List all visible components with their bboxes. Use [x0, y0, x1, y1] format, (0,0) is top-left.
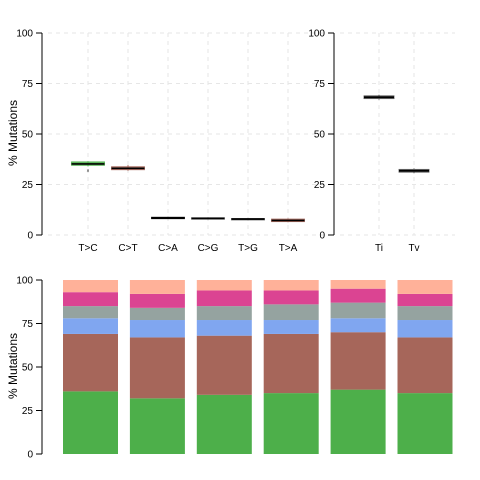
panel-ti-tv: 0 25 50 75 100 Ti Tv — [308, 29, 455, 254]
panel-substitution-classes: 0 25 50 75 100 × T>C C>T C>A C>G T>G T>A % Mutati… — [6, 29, 325, 254]
grid-lines — [340, 32, 455, 236]
stacked-bar-segment — [129, 280, 185, 294]
y-tick-label: 100 — [16, 29, 33, 40]
x-tick-label: C>G — [198, 243, 219, 254]
box-outlier: × — [87, 168, 90, 174]
stacked-bar-segment — [330, 288, 386, 303]
y-axis: 0 25 50 75 100 — [16, 276, 43, 461]
stacked-bar-segment — [63, 306, 118, 319]
stacked-bar-segment — [263, 304, 319, 321]
panel-stacked-bars: 0 25 50 75 100 % Mutations — [6, 276, 453, 461]
x-tick-label: C>T — [118, 243, 137, 254]
stacked-bar-segment — [196, 290, 252, 307]
x-tick-label: T>A — [279, 243, 298, 254]
y-axis: 0 25 50 75 100 — [16, 29, 43, 242]
stacked-bar-segment — [63, 280, 118, 293]
stacked-bar-segment — [263, 320, 319, 334]
y-axis-title: % Mutations — [6, 333, 20, 399]
stacked-bar-segment — [63, 292, 118, 307]
stacked-bar-segment — [63, 318, 118, 334]
boxplots — [363, 94, 430, 174]
stacked-bar-segment — [330, 332, 386, 390]
x-tick-label: T>G — [238, 243, 258, 254]
y-tick-label: 0 — [27, 231, 33, 242]
y-tick-label: 75 — [22, 319, 34, 330]
x-tick-label: Tv — [408, 243, 419, 254]
x-tick-label: Ti — [375, 243, 383, 254]
y-tick-label: 50 — [314, 130, 326, 141]
stacked-bar-segment — [196, 280, 252, 291]
stacked-bar-segment — [129, 293, 185, 308]
stacked-bar-segment — [263, 333, 319, 394]
stacked-bar-segment — [330, 389, 386, 454]
stacked-bar-segment — [397, 280, 453, 294]
y-tick-label: 75 — [22, 79, 34, 90]
stacked-bar-segment — [196, 335, 252, 395]
stacked-bars — [63, 280, 453, 454]
stacked-bar-segment — [129, 398, 185, 454]
stacked-bar-segment — [330, 318, 386, 333]
stacked-bar-segment — [263, 280, 319, 291]
stacked-bar-segment — [330, 280, 386, 289]
stacked-bar-segment — [63, 333, 118, 392]
y-tick-label: 0 — [319, 231, 325, 242]
boxplots: × — [71, 161, 305, 223]
y-axis: 0 25 50 75 100 — [308, 29, 335, 242]
y-tick-label: 25 — [314, 180, 326, 191]
stacked-bar-segment — [397, 393, 453, 454]
stacked-bar-segment — [397, 306, 453, 321]
x-tick-label: T>C — [78, 243, 97, 254]
y-tick-label: 50 — [22, 363, 34, 374]
stacked-bar-segment — [263, 393, 319, 454]
stacked-bar-segment — [263, 290, 319, 305]
stacked-bar-segment — [196, 320, 252, 336]
grid-lines — [48, 32, 325, 236]
y-tick-label: 25 — [22, 406, 34, 417]
stacked-bar-segment — [196, 306, 252, 321]
y-tick-label: 75 — [314, 79, 326, 90]
stacked-bar-segment — [63, 391, 118, 454]
stacked-bar-segment — [129, 307, 185, 321]
y-axis-title: % Mutations — [6, 100, 20, 166]
stacked-bar-segment — [330, 302, 386, 319]
y-tick-label: 25 — [22, 180, 34, 191]
x-tick-label: C>A — [158, 243, 178, 254]
stacked-bar-segment — [397, 320, 453, 338]
y-tick-label: 50 — [22, 130, 34, 141]
x-tick-labels: T>C C>T C>A C>G T>G T>A — [78, 243, 297, 254]
y-tick-label: 100 — [16, 276, 33, 287]
stacked-bar-segment — [196, 394, 252, 454]
x-tick-labels: Ti Tv — [375, 243, 420, 254]
y-tick-label: 100 — [308, 29, 325, 40]
stacked-bar-segment — [397, 293, 453, 307]
stacked-bar-segment — [397, 337, 453, 394]
stacked-bar-segment — [129, 320, 185, 338]
y-tick-label: 0 — [27, 450, 33, 461]
stacked-bar-segment — [129, 337, 185, 399]
